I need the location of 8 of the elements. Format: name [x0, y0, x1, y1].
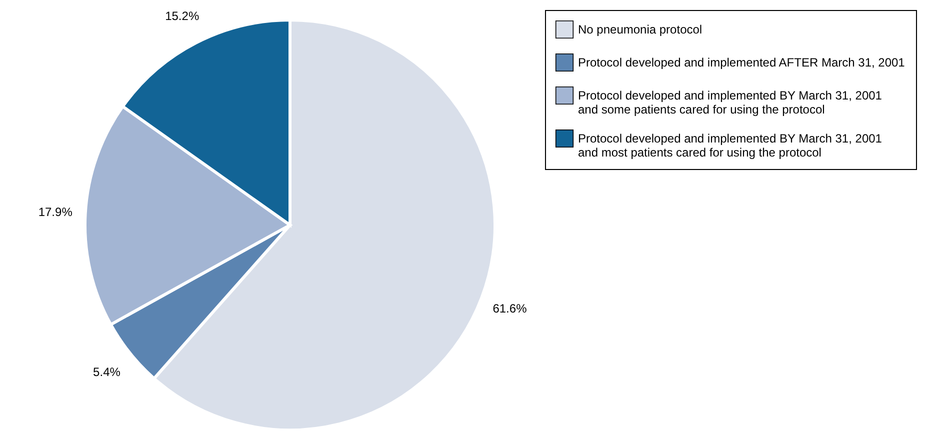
legend-label: Protocol developed and implemented BY March 31, 2001 and most patients cared for using the protocol: [578, 132, 882, 160]
data-label: 61.6%: [492, 301, 528, 316]
data-label: 5.4%: [93, 365, 121, 380]
data-label: 15.2%: [165, 9, 200, 24]
legend-label: Protocol developed and implemented AFTER March 31, 2001: [578, 56, 906, 70]
data-label: 17.9%: [38, 205, 73, 220]
legend-label: Protocol developed and implemented BY March 31, 2001 and some patients cared for using the protocol: [578, 88, 882, 116]
legend-label: No pneumonia protocol: [578, 22, 702, 36]
